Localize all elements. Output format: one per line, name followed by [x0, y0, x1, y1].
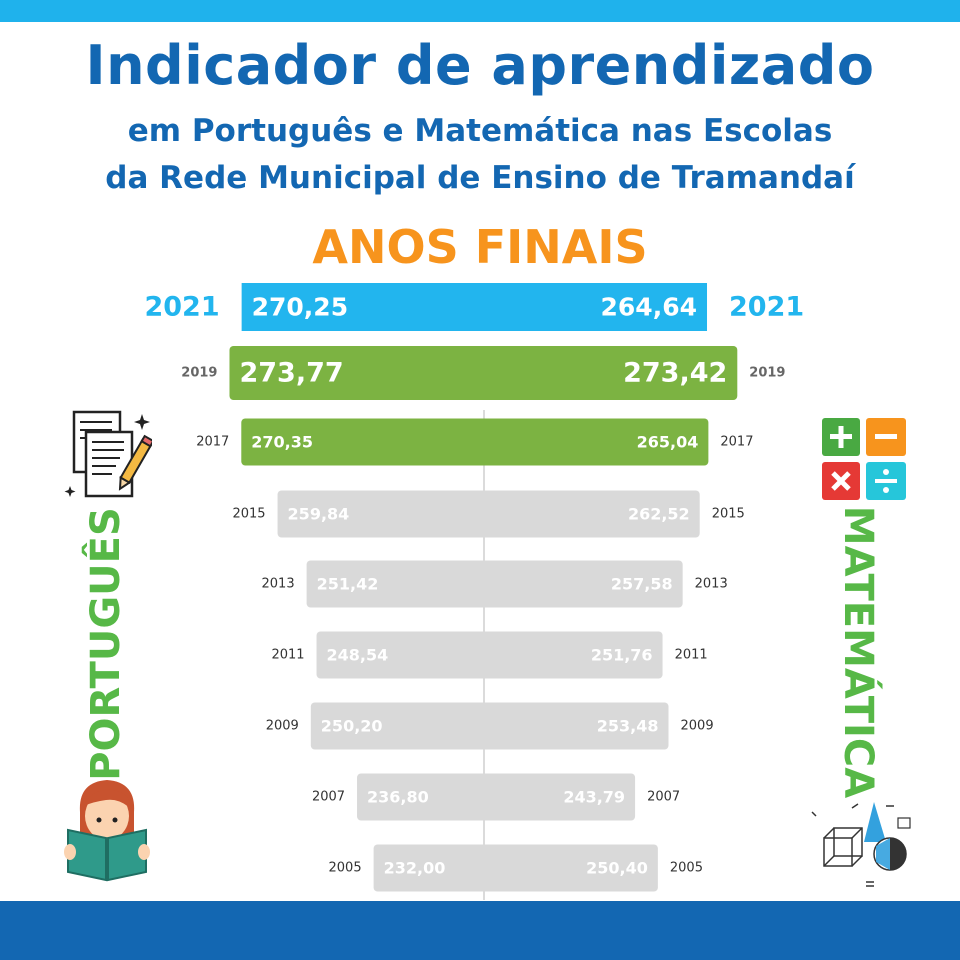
- year-label-left-2019: 2019: [181, 366, 217, 381]
- year-label-right-2013: 2013: [695, 577, 728, 592]
- year-label-right-2021: 2021: [729, 292, 804, 323]
- bar-2019: [229, 346, 738, 400]
- year-label-right-2007: 2007: [647, 790, 680, 805]
- year-label-left-2009: 2009: [266, 719, 299, 734]
- value-label-matematica-2005: 250,40: [586, 859, 648, 878]
- bar-2009: [310, 702, 669, 750]
- girl-reading-book-icon: [64, 780, 150, 882]
- bar-2005: [373, 844, 658, 892]
- year-label-right-2019: 2019: [749, 366, 785, 381]
- year-label-right-2005: 2005: [670, 861, 703, 876]
- page-subtitle-line2: da Rede Municipal de Ensino de Tramandaí: [105, 160, 855, 196]
- year-label-right-2009: 2009: [681, 719, 714, 734]
- value-label-portugues-2005: 232,00: [384, 859, 446, 878]
- value-label-portugues-2017: 270,35: [251, 433, 313, 452]
- bar-2013: [306, 560, 683, 608]
- math-operations-icon: [822, 418, 906, 500]
- value-label-portugues-2013: 251,42: [317, 575, 379, 594]
- geometry-shapes-icon: [811, 802, 911, 887]
- year-label-left-2007: 2007: [312, 790, 345, 805]
- bar-2011: [316, 631, 663, 679]
- value-label-matematica-2007: 243,79: [563, 788, 625, 807]
- year-label-left-2013: 2013: [262, 577, 295, 592]
- year-label-left-2021: 2021: [144, 292, 219, 323]
- value-label-portugues-2021: 270,25: [252, 293, 348, 322]
- year-label-left-2005: 2005: [329, 861, 362, 876]
- year-label-right-2011: 2011: [675, 648, 708, 663]
- value-label-matematica-2021: 264,64: [601, 293, 697, 322]
- portugues-side-label: PORTUGUÊS: [83, 507, 129, 781]
- value-label-portugues-2007: 236,80: [367, 788, 429, 807]
- value-label-matematica-2013: 257,58: [611, 575, 673, 594]
- section-heading: ANOS FINAIS: [312, 220, 648, 274]
- value-label-portugues-2009: 250,20: [321, 717, 383, 736]
- value-label-matematica-2009: 253,48: [597, 717, 659, 736]
- page-subtitle-line1: em Português e Matemática nas Escolas: [127, 113, 833, 149]
- matematica-side-label: MATEMÁTICA: [835, 505, 881, 799]
- year-label-right-2015: 2015: [712, 507, 745, 522]
- year-label-left-2011: 2011: [271, 648, 304, 663]
- value-label-portugues-2011: 248,54: [327, 646, 389, 665]
- value-label-portugues-2019: 273,77: [239, 358, 343, 389]
- value-label-matematica-2015: 262,52: [628, 505, 690, 524]
- bottom-band: [0, 901, 960, 960]
- value-label-matematica-2017: 265,04: [637, 433, 699, 452]
- value-label-matematica-2019: 273,42: [623, 358, 727, 389]
- document-pencil-icon: [64, 410, 152, 498]
- bar-2021: [241, 283, 708, 331]
- year-label-right-2017: 2017: [720, 435, 753, 450]
- year-label-left-2017: 2017: [196, 435, 229, 450]
- bar-2017: [241, 418, 709, 466]
- bar-2015: [277, 490, 700, 538]
- value-label-matematica-2011: 251,76: [591, 646, 653, 665]
- bar-2007: [357, 773, 636, 821]
- value-label-portugues-2015: 259,84: [288, 505, 350, 524]
- top-band: [0, 0, 960, 22]
- page-title: Indicador de aprendizado: [85, 34, 875, 97]
- year-label-left-2015: 2015: [232, 507, 265, 522]
